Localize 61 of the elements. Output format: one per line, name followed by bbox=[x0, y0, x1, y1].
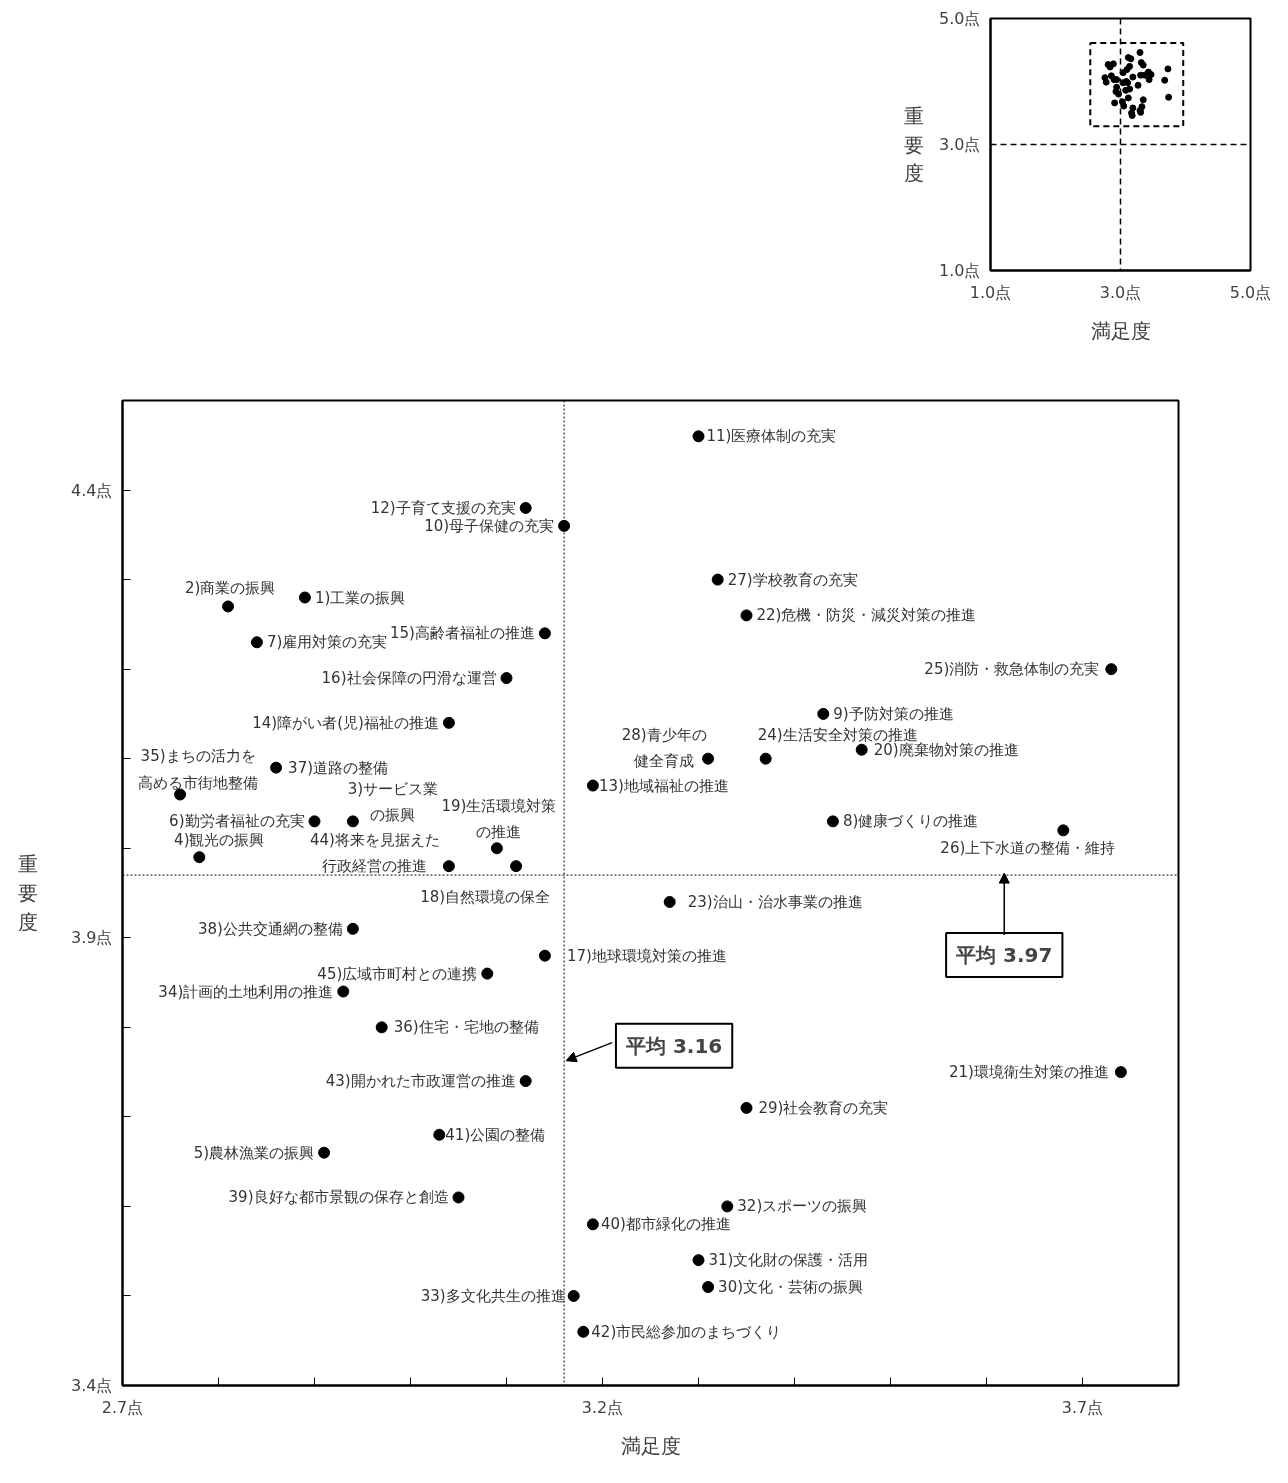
annotation: 36)住宅・宅地の整備 bbox=[393, 1018, 539, 1037]
annotation: 43)開かれた市政運営の推進 bbox=[325, 1072, 516, 1091]
annotation: 15)高齢者福祉の推進 bbox=[389, 624, 535, 643]
y-tick-label: 5.0点 bbox=[939, 9, 981, 28]
annotation: 18)自然環境の保全 bbox=[420, 888, 551, 907]
annotation: 14)障がい者(児)福祉の推進 bbox=[252, 713, 439, 732]
annotation: 3)サービス業の振興 bbox=[347, 780, 439, 825]
y-tick-label: 3.9点 bbox=[71, 928, 113, 948]
annotation: 21)環境衛生対策の推進 bbox=[948, 1063, 1109, 1082]
annotation: 4)観光の振興 bbox=[174, 831, 265, 850]
annotation: 44)将来を見据えた行政経営の推進 bbox=[309, 831, 440, 876]
annotation: 16)社会保障の円滑な運営 bbox=[321, 669, 497, 688]
annotation: 42)市民総参加のまちづくり bbox=[591, 1322, 782, 1341]
annotation: 25)消防・救急体制の充実 bbox=[924, 660, 1100, 679]
ref-line-label: 平均 3.16 bbox=[624, 1033, 723, 1058]
annotation: 5)農林漁業の振興 bbox=[193, 1143, 315, 1162]
annotation: 6)勤労者福祉の充実 bbox=[169, 812, 305, 831]
annotation: 41)公園の整備 bbox=[445, 1125, 546, 1144]
annotation: 19)生活環境対策の推進 bbox=[441, 797, 557, 842]
annotation: 27)学校教育の充実 bbox=[727, 570, 858, 589]
x-axis-title: 満足度 bbox=[1090, 318, 1151, 343]
y-tick-label: 1.0点 bbox=[939, 261, 981, 280]
annotation: 11)医療体制の充実 bbox=[706, 427, 837, 446]
annotation: 30)文化・芸術の振興 bbox=[718, 1278, 864, 1296]
y-tick-label: 3.0点 bbox=[939, 135, 981, 154]
y-tick-label: 3.4点 bbox=[71, 1376, 113, 1395]
annotation: 1)工業の振興 bbox=[314, 588, 406, 607]
annotation: 8)健康づくりの推進 bbox=[842, 812, 979, 831]
annotation: 12)子育て支援の充実 bbox=[370, 498, 516, 517]
y-axis-title: 重要度 bbox=[18, 852, 39, 934]
y-axis-title: 重要度 bbox=[904, 103, 925, 186]
x-tick-label: 3.7点 bbox=[1061, 1397, 1104, 1417]
annotation: 7)雇用対策の充実 bbox=[266, 633, 388, 652]
annotation: 29)社会教育の充実 bbox=[758, 1098, 889, 1117]
annotation: 38)公共交通網の整備 bbox=[197, 919, 343, 938]
y-tick-label: 4.4点 bbox=[71, 480, 113, 500]
x-axis-title: 満足度 bbox=[620, 1433, 681, 1458]
annotation: 26)上下水道の整備・維持 bbox=[940, 839, 1116, 858]
annotation: 10)母子保健の充実 bbox=[424, 516, 555, 535]
annotation: 37)道路の整備 bbox=[288, 758, 389, 777]
annotation: 32)スポーツの振興 bbox=[737, 1197, 868, 1216]
annotation: 28)青少年の健全育成 bbox=[621, 725, 707, 770]
annotation: 17)地球環境対策の推進 bbox=[566, 946, 727, 965]
annotation: 31)文化財の保護・活用 bbox=[708, 1251, 869, 1270]
x-tick-label: 1.0点 bbox=[969, 282, 1012, 302]
annotation: 35)まちの活力を高める市街地整備 bbox=[138, 747, 259, 792]
annotation: 34)計画的土地利用の推進 bbox=[158, 982, 334, 1001]
annotation: 9)予防対策の推進 bbox=[833, 704, 954, 723]
annotation: 2)商業の振興 bbox=[184, 579, 276, 598]
annotation: 22)危機・防災・減災対策の推進 bbox=[756, 606, 977, 625]
x-tick-label: 5.0点 bbox=[1229, 282, 1272, 302]
annotation: 39)良好な都市景観の保存と創造 bbox=[228, 1188, 449, 1207]
annotation: 33)多文化共生の推進 bbox=[420, 1286, 566, 1305]
x-tick-label: 3.0点 bbox=[1099, 282, 1142, 302]
annotation: 13)地域福祉の推進 bbox=[598, 776, 729, 795]
annotation: 23)治山・治水事業の推進 bbox=[687, 892, 863, 911]
annotation: 45)広域市町村との連携 bbox=[317, 964, 478, 983]
x-tick-label: 2.7点 bbox=[101, 1397, 144, 1417]
annotation: 40)都市緑化の推進 bbox=[600, 1215, 731, 1234]
x-tick-label: 3.2点 bbox=[581, 1397, 624, 1417]
ref-line-label: 平均 3.97 bbox=[955, 943, 1053, 968]
